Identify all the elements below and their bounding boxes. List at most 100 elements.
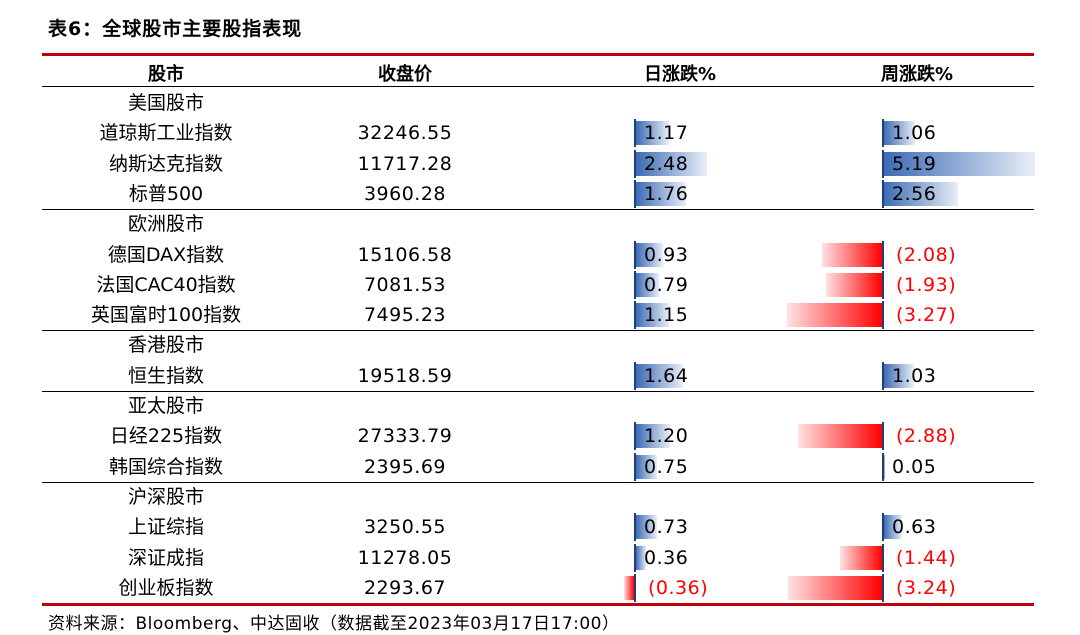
weekly-change-value: (1.44) (896, 546, 957, 569)
close-price: 11717.28 (357, 152, 453, 175)
close-price: 27333.79 (357, 425, 453, 448)
weekly-change-bar (826, 272, 882, 297)
daily-change-bar (636, 363, 683, 388)
table-row: 恒生指数 19518.59 1.64 1.03 (0, 361, 1080, 391)
daily-change-bar (636, 303, 669, 328)
weekly-change-value: 5.19 (892, 152, 937, 175)
weekly-change-axis (882, 361, 884, 390)
daily-change-value: 1.64 (644, 364, 689, 387)
group-separator (42, 391, 1034, 392)
index-name: 德国DAX指数 (107, 243, 225, 266)
close-price: 7495.23 (363, 304, 447, 327)
group-separator (42, 209, 1034, 211)
source-footnote: 资料来源：Bloomberg、中达固收（数据截至2023年03月17日17:00… (48, 614, 620, 634)
header-weekly-change: 周涨跌% (880, 64, 954, 85)
daily-change-bar (636, 121, 670, 146)
daily-change-axis (634, 361, 636, 390)
daily-change-bar (636, 454, 658, 479)
daily-change-axis (634, 301, 636, 330)
daily-change-value: 1.76 (644, 182, 689, 205)
close-price: 11278.05 (357, 546, 453, 569)
weekly-change-bar (884, 515, 903, 540)
group-name: 亚太股市 (127, 395, 204, 417)
header-close: 收盘价 (378, 64, 432, 85)
group-row: 沪深股市 (0, 482, 1080, 512)
weekly-change-axis (882, 119, 884, 148)
group-row: 欧洲股市 (0, 209, 1080, 239)
weekly-change-bar (821, 242, 882, 267)
header-rule (42, 86, 1034, 87)
index-name: 英国富时100指数 (90, 304, 242, 327)
bottom-red-rule (42, 603, 1034, 606)
index-name: 韩国综合指数 (108, 455, 223, 478)
daily-change-axis (634, 452, 636, 481)
daily-change-bar (636, 242, 663, 267)
weekly-change-value: 2.56 (892, 182, 937, 205)
weekly-change-value: 0.05 (892, 455, 937, 478)
weekly-change-bar (884, 181, 959, 206)
daily-change-value: 1.20 (644, 425, 689, 448)
close-price: 2395.69 (363, 455, 447, 478)
daily-change-bar (636, 515, 657, 540)
weekly-change-axis (882, 452, 884, 481)
close-price: 3250.55 (363, 516, 447, 539)
weekly-change-axis (882, 543, 884, 572)
weekly-change-axis (882, 270, 884, 299)
close-price: 2293.67 (363, 576, 447, 599)
table-row: 法国CAC40指数 7081.53 0.79 (1.93) (0, 270, 1080, 300)
weekly-change-value: (1.93) (896, 273, 957, 296)
daily-change-value: 0.79 (644, 273, 689, 296)
group-name: 欧洲股市 (127, 213, 204, 236)
close-price: 7081.53 (363, 273, 447, 296)
weekly-change-bar (884, 363, 914, 388)
table-row: 深证成指 11278.05 0.36 (1.44) (0, 543, 1080, 573)
table-row: 道琼斯工业指数 32246.55 1.17 1.06 (0, 118, 1080, 148)
daily-change-axis (634, 119, 636, 148)
index-name: 纳斯达克指数 (108, 152, 223, 175)
group-row: 香港股市 (0, 330, 1080, 360)
daily-change-axis (634, 240, 636, 269)
weekly-change-value: 0.63 (892, 516, 937, 539)
daily-change-value: 0.73 (644, 516, 689, 539)
close-price: 32246.55 (357, 122, 453, 145)
index-name: 日经225指数 (109, 425, 223, 448)
weekly-change-bar (884, 454, 886, 479)
index-name: 标普500 (128, 182, 204, 205)
weekly-change-bar (788, 575, 882, 600)
group-name: 香港股市 (127, 334, 204, 357)
group-separator (42, 481, 1034, 483)
daily-change-bar (623, 575, 634, 600)
daily-change-value: 1.15 (644, 304, 689, 327)
group-row: 亚太股市 (0, 391, 1080, 421)
index-name: 上证综指 (127, 516, 204, 539)
daily-change-axis (634, 543, 636, 572)
close-price: 3960.28 (363, 182, 447, 205)
daily-change-value: (0.36) (648, 576, 709, 599)
weekly-change-bar (884, 121, 915, 146)
group-name: 沪深股市 (127, 485, 204, 508)
weekly-change-value: 1.03 (892, 364, 937, 387)
weekly-change-value: (3.24) (896, 576, 957, 599)
index-name: 道琼斯工业指数 (99, 122, 233, 145)
daily-change-axis (634, 179, 636, 208)
table-row: 标普500 3960.28 1.76 2.56 (0, 179, 1080, 209)
top-red-rule (42, 53, 1034, 56)
weekly-change-axis (882, 149, 884, 178)
daily-change-value: 0.36 (644, 546, 689, 569)
weekly-change-axis (882, 513, 884, 542)
index-name: 法国CAC40指数 (96, 273, 236, 296)
daily-change-axis (634, 422, 636, 451)
group-row: 美国股市 (0, 88, 1080, 118)
index-name: 恒生指数 (127, 364, 204, 387)
table-row: 上证综指 3250.55 0.73 0.63 (0, 512, 1080, 542)
weekly-change-axis (882, 301, 884, 330)
daily-change-bar (636, 272, 659, 297)
table-row: 德国DAX指数 15106.58 0.93 (2.08) (0, 240, 1080, 270)
weekly-change-value: (2.88) (896, 425, 957, 448)
weekly-change-axis (882, 179, 884, 208)
table-row: 纳斯达克指数 11717.28 2.48 5.19 (0, 149, 1080, 179)
header-daily-change: 日涨跌% (643, 64, 717, 85)
table-row: 韩国综合指数 2395.69 0.75 0.05 (0, 452, 1080, 482)
weekly-change-value: (3.27) (896, 304, 957, 327)
daily-change-axis (634, 573, 636, 602)
